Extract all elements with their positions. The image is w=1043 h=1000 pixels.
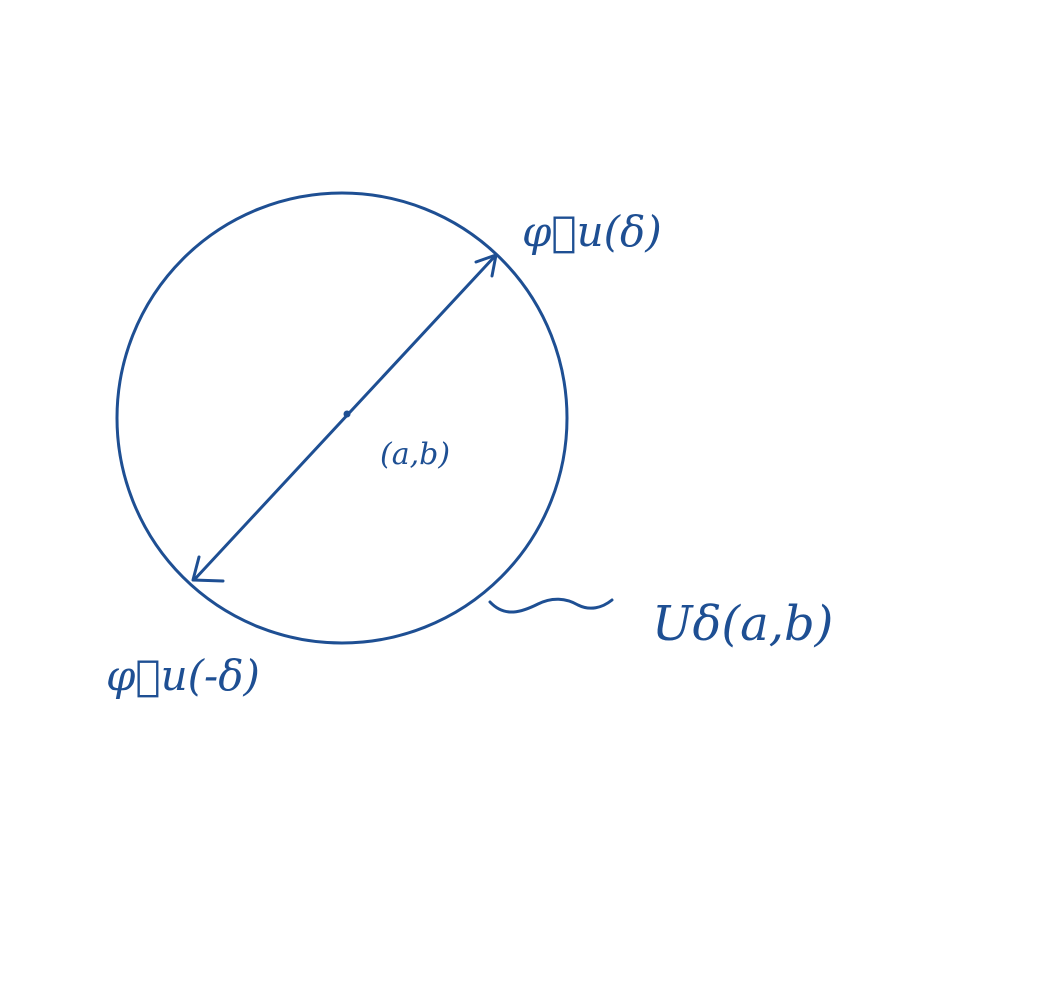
arrowhead-top-right [474,253,498,278]
neighborhood-label: Uδ(a,b) [652,596,833,652]
neighborhood-circle [115,191,569,645]
center-label: (a,b) [380,437,450,472]
diameter-line [192,253,498,582]
center-point [343,410,351,418]
arrowhead-bottom-left [191,555,225,583]
neighborhood-pointer-squiggle [488,597,614,614]
bottom-left-point-label: φ⃗u(-δ) [106,651,260,700]
top-right-point-label: φ⃗u(δ) [522,207,662,256]
